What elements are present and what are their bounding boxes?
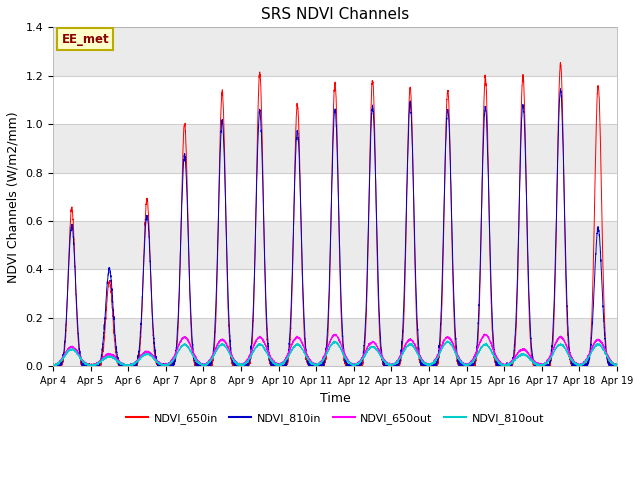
Legend: NDVI_650in, NDVI_810in, NDVI_650out, NDVI_810out: NDVI_650in, NDVI_810in, NDVI_650out, NDV… (122, 409, 548, 429)
Line: NDVI_650out: NDVI_650out (53, 334, 617, 366)
NDVI_810in (584, 362, 591, 368)
Bar (53, 318, 617, 366)
NDVI_810out (402, 345, 410, 351)
NDVI_810in (49, 362, 57, 368)
NDVI_650out (613, 362, 621, 368)
X-axis label: Time: Time (319, 392, 350, 405)
NDVI_650out (50, 363, 58, 369)
NDVI_650out (49, 362, 57, 368)
NDVI_810in (49, 363, 57, 369)
NDVI_810in (116, 363, 124, 369)
NDVI_810out (49, 362, 57, 368)
NDVI_650out (481, 331, 488, 337)
NDVI_650in (584, 362, 591, 368)
Line: NDVI_810in: NDVI_810in (53, 89, 617, 366)
NDVI_810out (561, 346, 569, 351)
NDVI_650in (402, 235, 410, 240)
NDVI_810out (444, 338, 451, 344)
NDVI_810out (116, 360, 124, 366)
Line: NDVI_650in: NDVI_650in (53, 62, 617, 366)
Text: EE_met: EE_met (61, 33, 109, 46)
NDVI_810in (402, 221, 410, 227)
NDVI_650out (559, 335, 566, 341)
NDVI_650in (49, 361, 57, 367)
NDVI_650in (265, 358, 273, 363)
NDVI_650out (584, 355, 591, 360)
Bar (53, 124, 617, 173)
Title: SRS NDVI Channels: SRS NDVI Channels (261, 7, 409, 22)
NDVI_810in (557, 86, 564, 92)
NDVI_810out (559, 343, 566, 348)
NDVI_810out (584, 357, 591, 363)
NDVI_810in (561, 228, 569, 233)
NDVI_650out (265, 350, 273, 356)
NDVI_810out (265, 354, 273, 360)
NDVI_650in (50, 363, 58, 369)
NDVI_810in (265, 350, 273, 356)
Bar (53, 221, 617, 269)
NDVI_650in (557, 60, 564, 65)
Y-axis label: NDVI Channels (W/m2/mm): NDVI Channels (W/m2/mm) (7, 111, 20, 283)
NDVI_810in (559, 120, 566, 125)
NDVI_650out (116, 360, 124, 366)
NDVI_810out (613, 363, 621, 369)
NDVI_650in (613, 363, 621, 369)
NDVI_650in (116, 363, 124, 369)
Bar (53, 27, 617, 76)
NDVI_650out (561, 340, 569, 346)
NDVI_650in (559, 105, 566, 111)
NDVI_810out (49, 363, 57, 369)
NDVI_650out (402, 340, 410, 346)
NDVI_650in (561, 237, 569, 243)
NDVI_810in (613, 362, 621, 368)
Line: NDVI_810out: NDVI_810out (53, 341, 617, 366)
